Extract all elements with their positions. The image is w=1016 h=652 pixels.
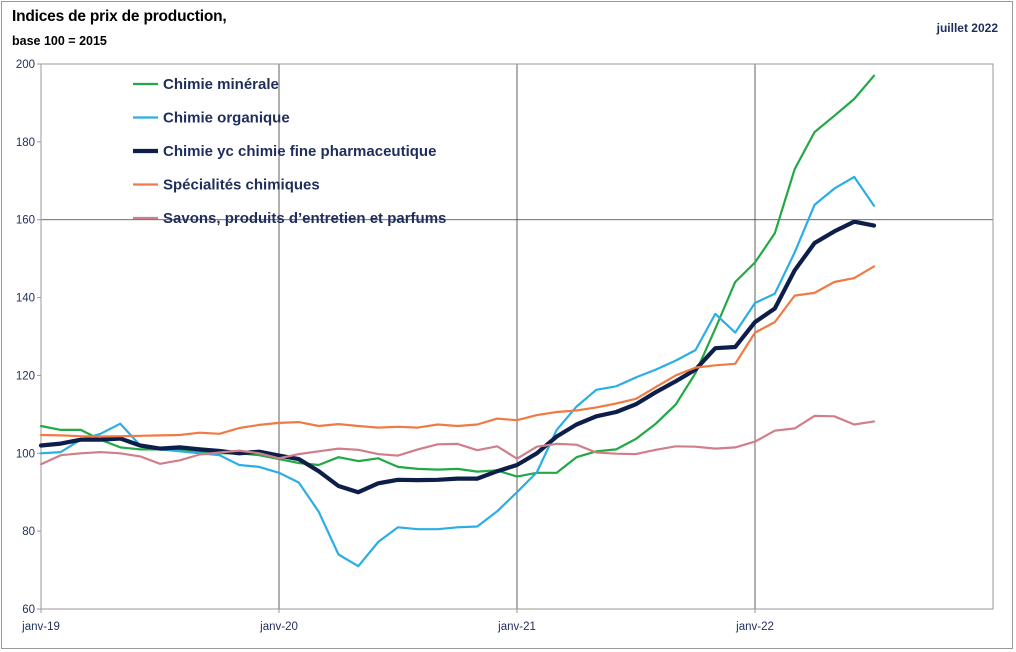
y-tick-label: 140 xyxy=(16,293,35,305)
x-tick-label: janv-22 xyxy=(735,621,774,633)
legend-label-4: Spécialités chimiques xyxy=(163,177,320,194)
y-tick-label: 200 xyxy=(16,59,35,71)
series-line-1 xyxy=(39,74,876,478)
grid-lines xyxy=(41,64,993,609)
series-line-2 xyxy=(39,175,876,568)
chart-title: Indices de prix de production, xyxy=(12,8,227,25)
chart-subtitle: base 100 = 2015 xyxy=(12,34,107,48)
series-line-4 xyxy=(39,265,876,438)
legend-label-3: Chimie yc chimie fine pharmaceutique xyxy=(163,143,436,160)
y-tick-label: 100 xyxy=(16,448,35,460)
publication-date: juillet 2022 xyxy=(936,21,998,35)
x-tick-label: janv-19 xyxy=(21,621,60,633)
x-tick-label: janv-20 xyxy=(259,621,298,633)
legend-label-2: Chimie organique xyxy=(163,110,290,127)
legend-label-5: Savons, produits d’entretien et parfums xyxy=(163,210,446,227)
x-tick-label: janv-21 xyxy=(497,621,536,633)
axes: 60 80 100 120 140 160 180 200 janv-19 janv-20 janv… xyxy=(16,59,994,633)
y-tick-label: 60 xyxy=(22,604,35,616)
series-line-3 xyxy=(38,219,877,495)
legend-label-1: Chimie minérale xyxy=(163,76,279,93)
y-tick-label: 180 xyxy=(16,137,35,149)
legend: Chimie minérale Chimie organique Chimie yc… xyxy=(133,76,446,227)
y-tick-label: 120 xyxy=(16,370,35,382)
series-lines xyxy=(38,74,877,568)
series-line-5 xyxy=(39,414,876,466)
y-tick-label: 160 xyxy=(16,215,35,227)
y-tick-label: 80 xyxy=(22,526,35,538)
